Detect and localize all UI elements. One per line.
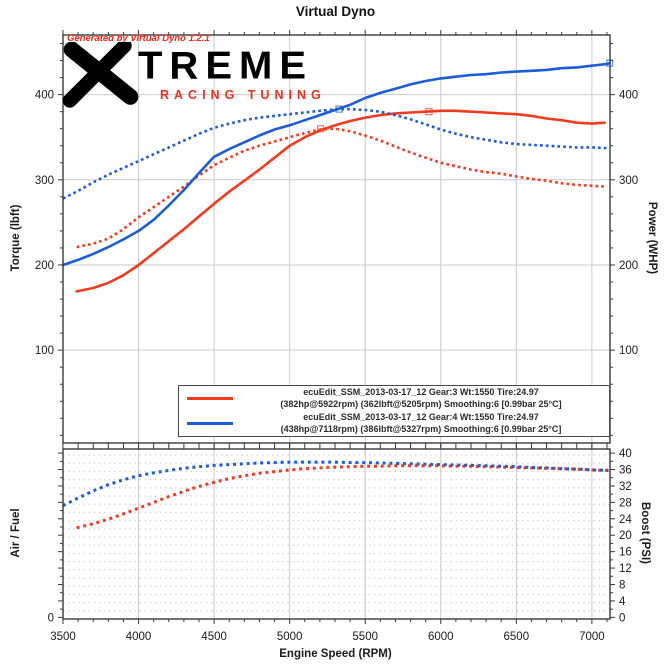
gear3-torque-lbft-peak-marker bbox=[317, 125, 325, 133]
power-tick-label: 400 bbox=[619, 90, 638, 102]
page-title: Virtual Dyno bbox=[295, 4, 376, 19]
boost-tick-label: 28 bbox=[619, 497, 632, 509]
legend-gear4-line1: ecuEdit_SSM_2013-03-17_12 Gear:4 Wt:1550… bbox=[303, 412, 539, 422]
airfuel-boost-plot-area[interactable]: 0 4 8 12 16 20 24 28 32 36 40 0 3500 4000 4500 5000 5500… bbox=[48, 444, 633, 643]
gear3-line-swatch bbox=[187, 397, 233, 400]
power-axis-title: Power (WHP) bbox=[646, 201, 658, 275]
power-tick-label: 200 bbox=[619, 260, 638, 272]
airfuel-tick-label: 0 bbox=[48, 612, 54, 624]
boost-tick-label: 36 bbox=[619, 465, 632, 477]
rpm-tick-label: 5500 bbox=[352, 631, 378, 643]
boost-tick-label: 24 bbox=[619, 514, 632, 526]
torque-tick-label: 100 bbox=[35, 345, 54, 357]
logo-subtitle: RACING TUNING bbox=[160, 87, 326, 102]
rpm-tick-label: 7000 bbox=[579, 631, 605, 643]
torque-tick-label: 400 bbox=[35, 90, 54, 102]
rpm-tick-label: 3500 bbox=[50, 631, 76, 643]
boost-tick-label: 0 bbox=[619, 612, 625, 624]
torque-tick-label: 300 bbox=[35, 175, 54, 187]
legend-entry-gear4: ecuEdit_SSM_2013-03-17_12 Gear:4 Wt:1550… bbox=[179, 411, 609, 436]
gear4-torque-lbft-peak-marker bbox=[335, 105, 343, 113]
torque-axis-title: Torque (lbft) bbox=[10, 204, 22, 272]
boost-tick-label: 40 bbox=[619, 448, 632, 460]
legend-gear4-line2: (438hp@7118rpm) (386lbft@5327rpm) Smooth… bbox=[280, 423, 562, 434]
gear4-torque-lbft-curve bbox=[62, 107, 611, 200]
gear4-boost-psi-curve bbox=[62, 460, 609, 508]
logo-word: TREME bbox=[138, 44, 313, 88]
boost-tick-label: 32 bbox=[619, 481, 632, 493]
boost-axis-title: Boost (PSI) bbox=[639, 502, 651, 564]
logo-x-icon bbox=[62, 42, 139, 108]
airfuel-axis-title: Air / Fuel bbox=[10, 508, 22, 558]
legend-entry-gear3: ecuEdit_SSM_2013-03-17_12 Gear:3 Wt:1550… bbox=[179, 386, 609, 411]
gear3-power-whp-curve bbox=[75, 109, 607, 293]
legend-box: ecuEdit_SSM_2013-03-17_12 Gear:3 Wt:1550… bbox=[178, 385, 610, 437]
gear3-torque-lbft-curve bbox=[76, 127, 605, 249]
rpm-tick-label: 5000 bbox=[277, 631, 303, 643]
torque-power-plot-area[interactable]: 100 100 200 200 300 300 400 400 bbox=[35, 30, 638, 448]
gear4-line-swatch bbox=[187, 422, 233, 425]
boost-tick-label: 16 bbox=[619, 547, 632, 559]
torque-tick-label: 200 bbox=[35, 260, 54, 272]
generated-by-watermark: Generated by Virtual Dyno 1.2.1 bbox=[67, 33, 210, 44]
boost-tick-label: 12 bbox=[619, 563, 632, 575]
legend-gear3-line1: ecuEdit_SSM_2013-03-17_12 Gear:3 Wt:1550… bbox=[303, 387, 539, 397]
rpm-tick-label: 6500 bbox=[504, 631, 530, 643]
boost-tick-label: 20 bbox=[619, 530, 632, 542]
power-tick-label: 100 bbox=[619, 345, 638, 357]
rpm-tick-label: 4000 bbox=[126, 631, 152, 643]
power-tick-label: 300 bbox=[619, 175, 638, 187]
boost-tick-label: 8 bbox=[619, 580, 625, 592]
boost-tick-label: 4 bbox=[619, 596, 626, 608]
xtreme-racing-tuning-logo: TREME RACING TUNING bbox=[58, 42, 326, 110]
legend-gear3-line2: (382hp@5922rpm) (362lbft@5205rpm) Smooth… bbox=[280, 398, 562, 409]
engine-speed-axis-title: Engine Speed (RPM) bbox=[279, 648, 392, 660]
gear3-power-whp-peak-marker bbox=[425, 108, 433, 116]
rpm-tick-label: 6000 bbox=[428, 631, 454, 643]
rpm-tick-label: 4500 bbox=[201, 631, 227, 643]
